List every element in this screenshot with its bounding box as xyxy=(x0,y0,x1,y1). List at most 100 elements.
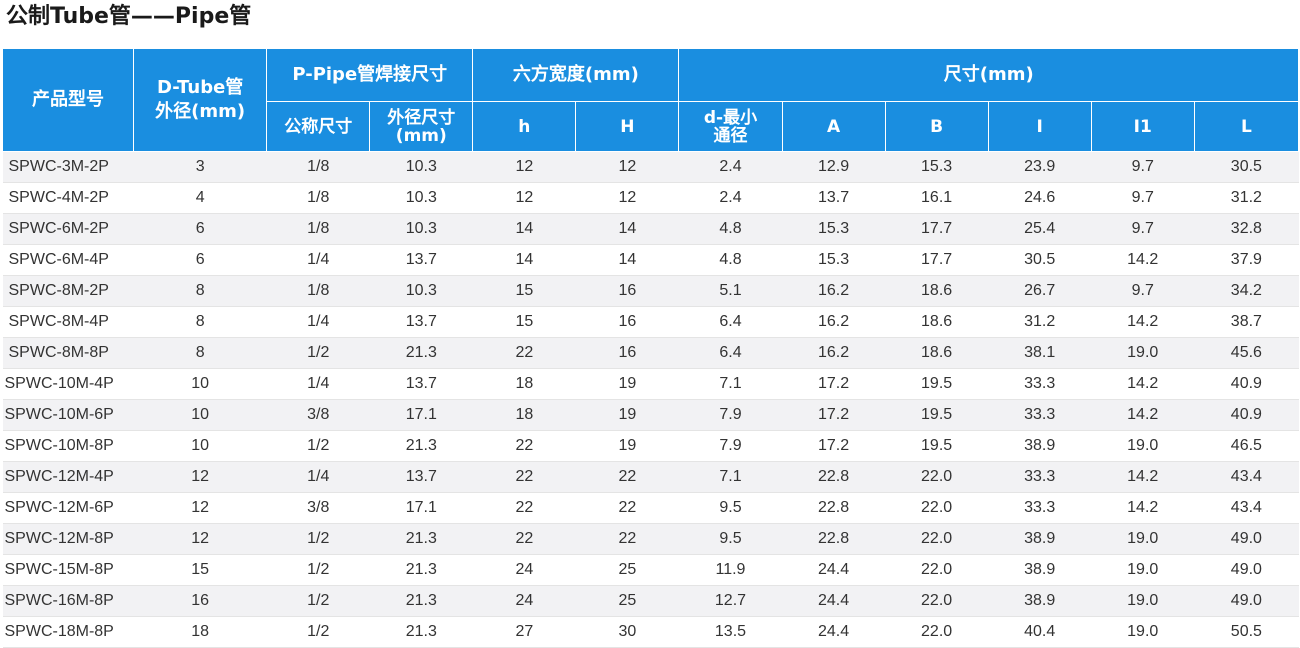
cell-d-min: 7.1 xyxy=(678,461,782,493)
cell-dim-i1: 9.7 xyxy=(1091,213,1195,245)
header-d-line2: 通径 xyxy=(713,125,748,146)
cell-dim-l: 49.0 xyxy=(1194,523,1299,555)
cell-nominal: 1/2 xyxy=(266,523,370,555)
table-row: SPWC-12M-6P 12 3/8 17.1 22 22 9.5 22.8 22.0 33.3 1… xyxy=(2,492,1299,524)
cell-d-min: 12.7 xyxy=(678,585,782,617)
cell-dim-i1: 9.7 xyxy=(1091,151,1195,183)
cell-outer-dia: 10.3 xyxy=(369,213,473,245)
table-row: SPWC-18M-8P 18 1/2 21.3 27 30 13.5 24.4 22.0 40.4… xyxy=(2,616,1299,648)
header-i: I xyxy=(987,101,1092,152)
cell-outer-dia: 21.3 xyxy=(369,337,473,369)
cell-nominal: 1/4 xyxy=(266,461,370,493)
table-row: SPWC-10M-4P 10 1/4 13.7 18 19 7.1 17.2 19.5 33.3 1… xyxy=(2,368,1299,400)
table-row: SPWC-10M-8P 10 1/2 21.3 22 19 7.9 17.2 19.5 38.9 1… xyxy=(2,430,1299,462)
cell-d-min: 7.9 xyxy=(678,399,782,431)
cell-d-min: 4.8 xyxy=(678,244,782,276)
cell-hex-h: 22 xyxy=(472,430,576,462)
table-row: SPWC-12M-4P 12 1/4 13.7 22 22 7.1 22.8 22.0 33.3 1… xyxy=(2,461,1299,493)
cell-d-min: 2.4 xyxy=(678,182,782,214)
cell-d-min: 7.9 xyxy=(678,430,782,462)
cell-hex-H: 16 xyxy=(575,306,679,338)
cell-hex-H: 14 xyxy=(575,244,679,276)
cell-dim-b: 19.5 xyxy=(885,368,989,400)
cell-model: SPWC-15M-8P xyxy=(2,554,134,586)
cell-nominal: 1/8 xyxy=(266,182,370,214)
cell-hex-h: 22 xyxy=(472,492,576,524)
cell-tube-od: 3 xyxy=(133,151,267,183)
cell-nominal: 1/4 xyxy=(266,306,370,338)
cell-dim-i1: 14.2 xyxy=(1091,306,1195,338)
cell-tube-od: 12 xyxy=(133,461,267,493)
cell-dim-i: 31.2 xyxy=(988,306,1092,338)
cell-d-min: 11.9 xyxy=(678,554,782,586)
cell-tube-od: 8 xyxy=(133,306,267,338)
cell-outer-dia: 17.1 xyxy=(369,399,473,431)
cell-nominal: 1/2 xyxy=(266,585,370,617)
spec-table: 产品型号 D-Tube管 外径(mm) P-Pipe管焊接尺寸 六方宽度(mm)… xyxy=(1,48,1300,648)
cell-hex-H: 16 xyxy=(575,275,679,307)
cell-outer-dia: 21.3 xyxy=(369,523,473,555)
cell-hex-h: 27 xyxy=(472,616,576,648)
cell-hex-h: 14 xyxy=(472,244,576,276)
cell-dim-i: 38.9 xyxy=(988,585,1092,617)
cell-dim-i1: 14.2 xyxy=(1091,399,1195,431)
table-row: SPWC-6M-4P 6 1/4 13.7 14 14 4.8 15.3 17.7 30.5 14.… xyxy=(2,244,1299,276)
table-row: SPWC-15M-8P 15 1/2 21.3 24 25 11.9 24.4 22.0 38.9… xyxy=(2,554,1299,586)
cell-dim-l: 32.8 xyxy=(1194,213,1299,245)
header-tube-od: D-Tube管 外径(mm) xyxy=(133,48,268,152)
header-d-min: d-最小 通径 xyxy=(678,101,783,152)
cell-model: SPWC-10M-4P xyxy=(2,368,134,400)
cell-outer-dia: 21.3 xyxy=(369,585,473,617)
cell-outer-dia: 10.3 xyxy=(369,182,473,214)
cell-dim-a: 24.4 xyxy=(782,585,886,617)
cell-dim-i: 40.4 xyxy=(988,616,1092,648)
cell-dim-l: 46.5 xyxy=(1194,430,1299,462)
cell-nominal: 1/2 xyxy=(266,337,370,369)
cell-model: SPWC-8M-4P xyxy=(2,306,134,338)
cell-dim-l: 45.6 xyxy=(1194,337,1299,369)
cell-model: SPWC-12M-6P xyxy=(2,492,134,524)
cell-dim-b: 18.6 xyxy=(885,275,989,307)
cell-dim-i: 38.9 xyxy=(988,523,1092,555)
cell-dim-b: 18.6 xyxy=(885,306,989,338)
cell-hex-h: 12 xyxy=(472,182,576,214)
cell-nominal: 1/4 xyxy=(266,244,370,276)
cell-hex-h: 12 xyxy=(472,151,576,183)
cell-outer-dia: 21.3 xyxy=(369,430,473,462)
cell-tube-od: 12 xyxy=(133,492,267,524)
cell-tube-od: 8 xyxy=(133,275,267,307)
cell-hex-H: 12 xyxy=(575,182,679,214)
cell-tube-od: 6 xyxy=(133,244,267,276)
cell-dim-i: 24.6 xyxy=(988,182,1092,214)
cell-d-min: 7.1 xyxy=(678,368,782,400)
cell-outer-dia: 21.3 xyxy=(369,554,473,586)
cell-d-min: 6.4 xyxy=(678,306,782,338)
cell-dim-i: 30.5 xyxy=(988,244,1092,276)
cell-hex-H: 16 xyxy=(575,337,679,369)
header-tube-line1: D-Tube管 xyxy=(156,77,244,98)
cell-outer-dia: 10.3 xyxy=(369,275,473,307)
cell-hex-H: 25 xyxy=(575,585,679,617)
cell-nominal: 1/2 xyxy=(266,430,370,462)
cell-dim-b: 19.5 xyxy=(885,430,989,462)
cell-dim-l: 30.5 xyxy=(1194,151,1299,183)
cell-hex-H: 19 xyxy=(575,368,679,400)
cell-dim-b: 16.1 xyxy=(885,182,989,214)
cell-hex-H: 12 xyxy=(575,151,679,183)
cell-outer-dia: 21.3 xyxy=(369,616,473,648)
cell-dim-b: 19.5 xyxy=(885,399,989,431)
cell-dim-i: 33.3 xyxy=(988,461,1092,493)
cell-dim-l: 38.7 xyxy=(1194,306,1299,338)
cell-model: SPWC-16M-8P xyxy=(2,585,134,617)
cell-dim-i1: 19.0 xyxy=(1091,554,1195,586)
table-row: SPWC-8M-4P 8 1/4 13.7 15 16 6.4 16.2 18.6 31.2 14.… xyxy=(2,306,1299,338)
cell-hex-h: 22 xyxy=(472,337,576,369)
cell-dim-i: 26.7 xyxy=(988,275,1092,307)
cell-d-min: 6.4 xyxy=(678,337,782,369)
cell-model: SPWC-10M-8P xyxy=(2,430,134,462)
cell-dim-b: 22.0 xyxy=(885,585,989,617)
cell-dim-i: 23.9 xyxy=(988,151,1092,183)
cell-dim-i1: 9.7 xyxy=(1091,275,1195,307)
table-row: SPWC-10M-6P 10 3/8 17.1 18 19 7.9 17.2 19.5 33.3 1… xyxy=(2,399,1299,431)
cell-dim-a: 12.9 xyxy=(782,151,886,183)
